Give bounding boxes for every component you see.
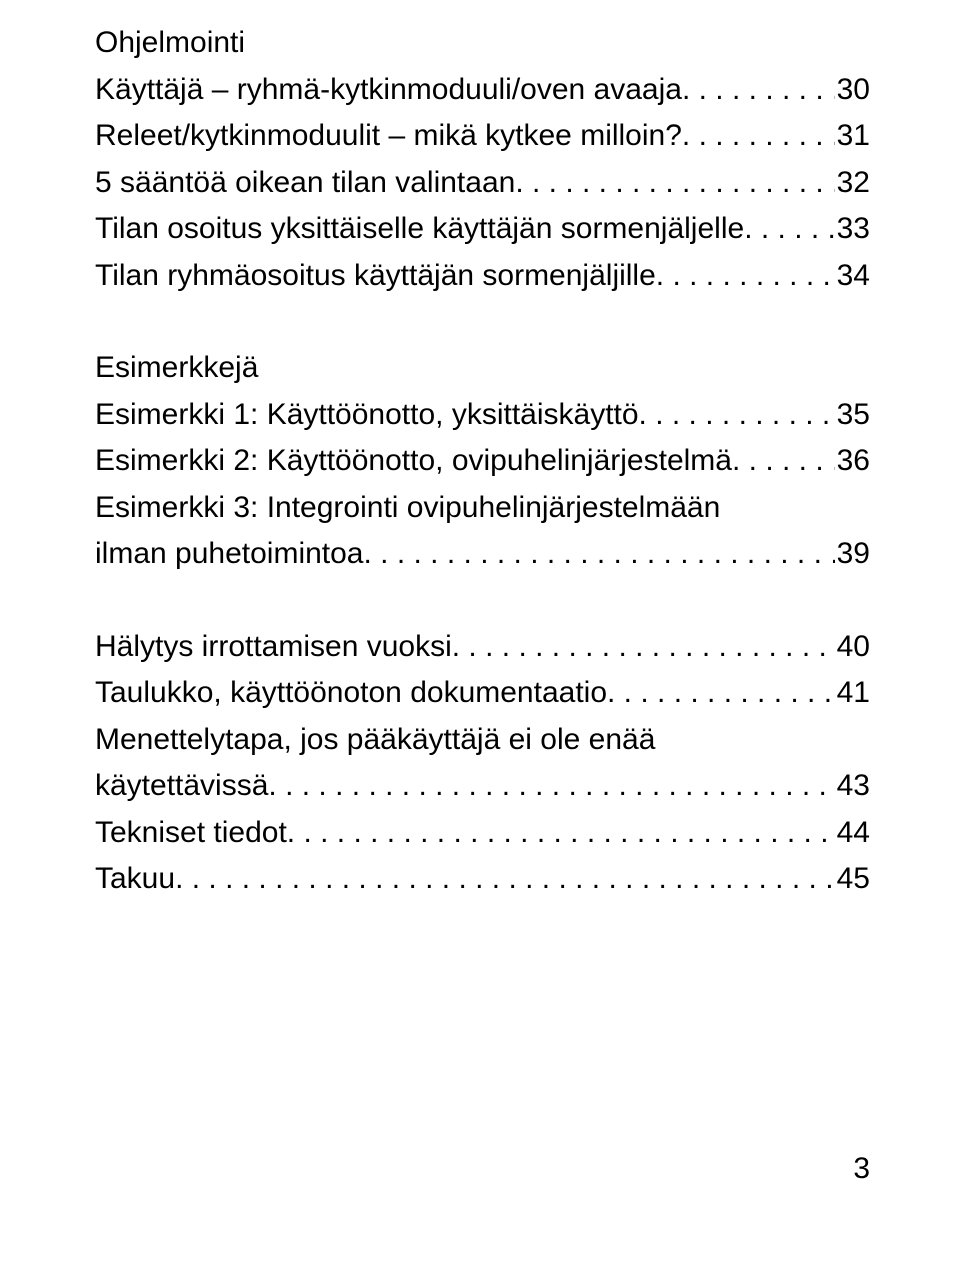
- toc-page: 30: [835, 67, 870, 114]
- toc-page: 33: [835, 206, 870, 253]
- toc-entry: ilman puhetoimintoa 39: [95, 531, 870, 578]
- toc-page: 39: [835, 531, 870, 578]
- toc-entry: Esimerkki 2: Käyttöönotto, ovipuhelinjär…: [95, 438, 870, 485]
- toc-text: ilman puhetoimintoa: [95, 531, 364, 578]
- toc-entry: Tilan ryhmäosoitus käyttäjän sormenjälji…: [95, 253, 870, 300]
- toc-leader: [682, 67, 835, 114]
- toc-text: Tilan ryhmäosoitus käyttäjän sormenjälji…: [95, 253, 656, 300]
- page-number: 3: [853, 1152, 870, 1186]
- toc-entry: käytettävissä 43: [95, 763, 870, 810]
- toc-page: 44: [835, 810, 870, 857]
- toc-text: Tekniset tiedot: [95, 810, 287, 857]
- toc-text: Käyttäjä – ryhmä-kytkinmoduuli/oven avaa…: [95, 67, 682, 114]
- toc-leader: [656, 253, 835, 300]
- toc-page: 32: [835, 160, 870, 207]
- toc-text: Takuu: [95, 856, 175, 903]
- toc-page: 43: [835, 763, 870, 810]
- toc-entry: Esimerkki 1: Käyttöönotto, yksittäiskäyt…: [95, 392, 870, 439]
- toc-entry: Taulukko, käyttöönoton dokumentaatio 41: [95, 670, 870, 717]
- toc-entry: Releet/kytkinmoduulit – mikä kytkee mill…: [95, 113, 870, 160]
- toc-leader: [744, 206, 834, 253]
- toc-leader: [607, 670, 835, 717]
- toc-text: 5 sääntöä oikean tilan valintaan: [95, 160, 515, 207]
- toc-text: Tilan osoitus yksittäiselle käyttäjän so…: [95, 206, 744, 253]
- toc-entry: Käyttäjä – ryhmä-kytkinmoduuli/oven avaa…: [95, 67, 870, 114]
- section-gap: [95, 299, 870, 345]
- toc-page: 40: [835, 624, 870, 671]
- toc-text: käytettävissä: [95, 763, 268, 810]
- toc-entry: 5 sääntöä oikean tilan valintaan 32: [95, 160, 870, 207]
- section-gap: [95, 578, 870, 624]
- toc-leader: [364, 531, 835, 578]
- document-page: Ohjelmointi Käyttäjä – ryhmä-kytkinmoduu…: [0, 0, 960, 1280]
- toc-text: Menettelytapa, jos pääkäyttäjä ei ole en…: [95, 717, 870, 764]
- toc-page: 34: [835, 253, 870, 300]
- toc-entry: Tilan osoitus yksittäiselle käyttäjän so…: [95, 206, 870, 253]
- toc-entry: Tekniset tiedot 44: [95, 810, 870, 857]
- toc-text: Releet/kytkinmoduulit – mikä kytkee mill…: [95, 113, 682, 160]
- toc-text: Esimerkki 1: Käyttöönotto, yksittäiskäyt…: [95, 392, 639, 439]
- toc-page: 36: [835, 438, 870, 485]
- toc-leader: [732, 438, 835, 485]
- toc-text: Hälytys irrottamisen vuoksi: [95, 624, 452, 671]
- toc-entry: Takuu 45: [95, 856, 870, 903]
- toc-text: Taulukko, käyttöönoton dokumentaatio: [95, 670, 607, 717]
- toc-text: Esimerkki 2: Käyttöönotto, ovipuhelinjär…: [95, 438, 732, 485]
- toc-leader: [287, 810, 835, 857]
- toc-leader: [515, 160, 834, 207]
- toc-leader: [175, 856, 835, 903]
- toc-leader: [268, 763, 834, 810]
- toc-leader: [682, 113, 835, 160]
- toc-entry: Hälytys irrottamisen vuoksi 40: [95, 624, 870, 671]
- toc-page: 31: [835, 113, 870, 160]
- toc-page: 45: [835, 856, 870, 903]
- section-heading: Ohjelmointi: [95, 20, 870, 67]
- toc-page: 35: [835, 392, 870, 439]
- section-heading: Esimerkkejä: [95, 345, 870, 392]
- toc-text: Esimerkki 3: Integrointi ovipuhelinjärje…: [95, 485, 870, 532]
- toc-page: 41: [835, 670, 870, 717]
- toc-leader: [639, 392, 835, 439]
- toc-leader: [452, 624, 835, 671]
